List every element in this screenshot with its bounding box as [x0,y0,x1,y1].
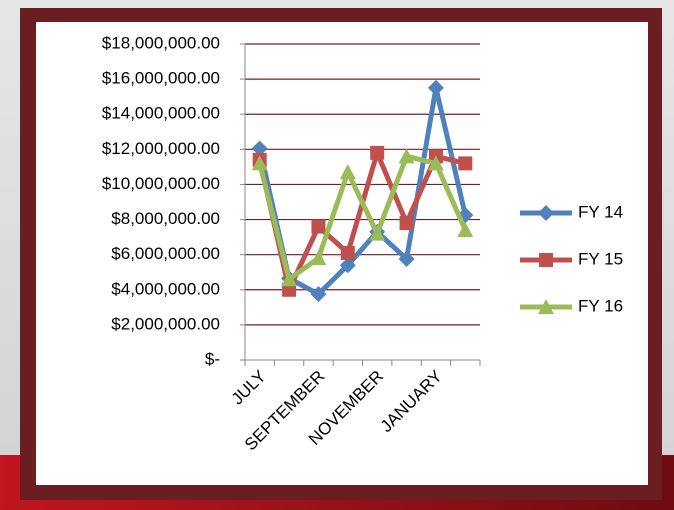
marker [369,225,386,241]
marker [398,251,415,268]
y-tick-label: $14,000,000.00 [102,104,220,123]
marker [538,299,554,314]
y-tick-label: $18,000,000.00 [102,33,220,52]
legend-label: FY 15 [578,249,623,268]
marker [457,222,474,238]
y-tick-label: $12,000,000.00 [102,139,220,158]
y-tick-label: $16,000,000.00 [102,69,220,88]
y-tick-label: $10,000,000.00 [102,174,220,193]
y-tick-label: $4,000,000.00 [111,279,220,298]
marker [340,245,355,260]
marker [399,216,414,231]
legend-label: FY 14 [578,202,623,221]
marker [370,145,385,160]
marker [311,219,326,234]
y-tick-label: $- [205,349,220,368]
marker [339,257,356,274]
marker [282,282,297,297]
series-line [257,153,468,282]
marker [538,205,554,221]
marker [310,286,327,303]
marker [398,148,415,164]
marker [310,250,327,266]
legend-label: FY 16 [578,296,623,315]
y-tick-label: $8,000,000.00 [111,209,220,228]
marker [281,271,298,287]
marker [539,253,553,267]
marker [339,164,356,180]
marker [458,156,473,171]
marker [251,140,268,157]
y-tick-label: $6,000,000.00 [111,244,220,263]
marker [427,155,444,171]
marker [427,79,444,96]
marker [251,155,268,171]
y-tick-label: $2,000,000.00 [111,314,220,333]
